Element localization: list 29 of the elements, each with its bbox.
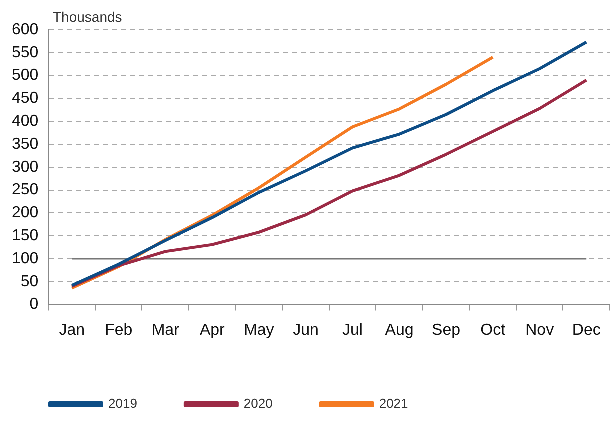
x-tick-label: Jun bbox=[293, 322, 319, 339]
y-tick-label: 300 bbox=[12, 158, 39, 176]
y-tick-label: 250 bbox=[12, 182, 39, 199]
y-tick-label: 200 bbox=[12, 204, 39, 222]
y-tick-label: 400 bbox=[12, 113, 39, 130]
y-tick-label: 600 bbox=[12, 21, 39, 38]
x-tick-label: Jul bbox=[342, 322, 363, 339]
x-tick-label: Oct bbox=[480, 322, 506, 339]
legend-label: 2020 bbox=[244, 396, 273, 412]
x-tick-label: Sep bbox=[432, 322, 461, 339]
x-tick-label: Mar bbox=[152, 322, 180, 339]
y-axis-title: Thousands bbox=[53, 9, 122, 25]
y-tick-label: 150 bbox=[12, 228, 39, 245]
x-tick-label: Jan bbox=[59, 322, 85, 339]
x-tick-label: Nov bbox=[526, 322, 554, 339]
y-tick-label: 0 bbox=[30, 296, 39, 314]
y-tick-label: 350 bbox=[12, 136, 39, 153]
x-tick-label: Aug bbox=[385, 322, 414, 339]
legend-label: 2021 bbox=[379, 396, 408, 412]
x-tick-label: Feb bbox=[105, 322, 133, 339]
x-tick-label: Apr bbox=[200, 322, 226, 339]
x-tick-label: Dec bbox=[572, 322, 601, 339]
y-tick-label: 550 bbox=[12, 44, 39, 62]
y-tick-label: 50 bbox=[20, 273, 39, 290]
legend-label: 2019 bbox=[108, 396, 138, 412]
y-tick-label: 100 bbox=[12, 250, 39, 268]
y-tick-label: 500 bbox=[12, 67, 39, 84]
x-tick-label: May bbox=[244, 322, 274, 339]
y-tick-label: 450 bbox=[12, 90, 39, 108]
